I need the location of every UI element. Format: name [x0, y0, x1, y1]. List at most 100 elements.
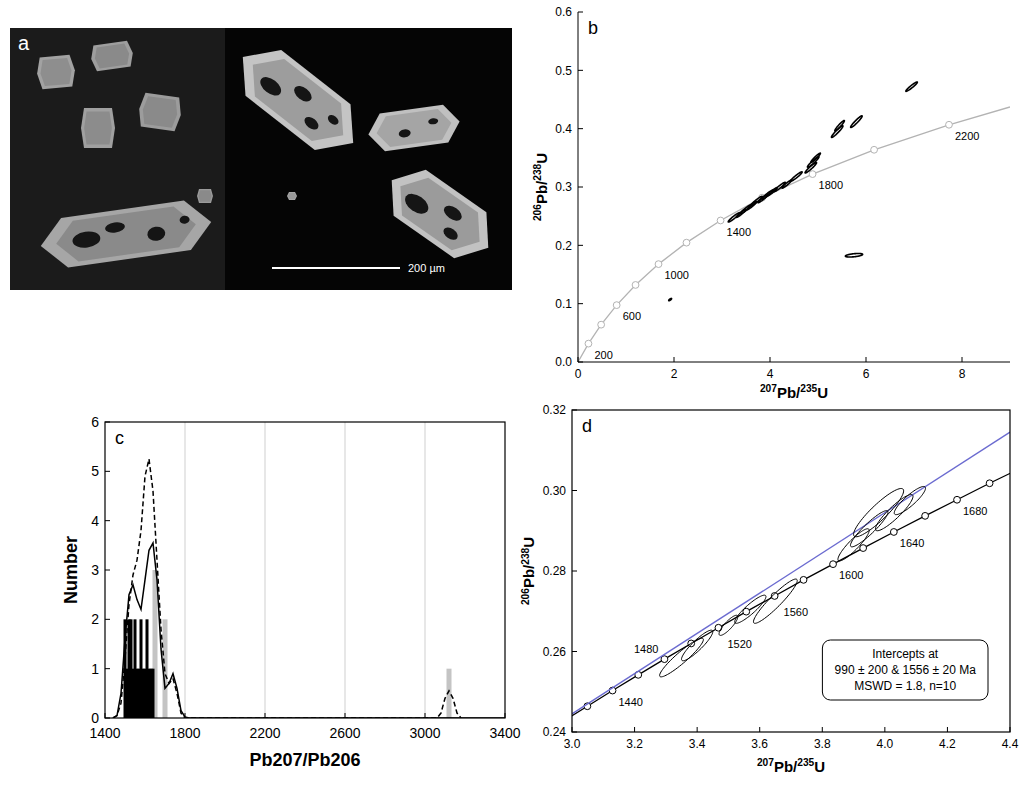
crystal [81, 108, 115, 148]
axis-title: Number [61, 536, 81, 604]
inclusion [302, 114, 321, 132]
age-label: 1480 [634, 643, 658, 655]
plot-area [572, 432, 1010, 725]
inclusion [398, 129, 411, 139]
text-part: Pb207/Pb206 [249, 750, 360, 770]
tick-label: 0.2 [555, 239, 572, 253]
crystal [37, 55, 75, 89]
image-background [10, 28, 225, 290]
curve [572, 432, 1010, 714]
tick-label: 8 [959, 367, 966, 381]
age-marker [954, 496, 961, 503]
tick-label: 2 [671, 367, 678, 381]
tick [345, 713, 346, 718]
age-marker [683, 239, 690, 246]
tick [884, 727, 885, 732]
crystal [91, 41, 133, 71]
scale-label: 200 µm [408, 262, 445, 274]
tick-label: 4.0 [877, 737, 894, 751]
text-part: Pb/ [774, 758, 798, 775]
inclusion [71, 230, 101, 250]
crystal-core [84, 112, 112, 145]
tick [578, 357, 579, 362]
tick-label: 4 [91, 513, 99, 529]
tick [578, 362, 583, 363]
crystal-core [41, 58, 72, 86]
tick [105, 713, 106, 718]
tick [759, 727, 760, 732]
curve [113, 459, 461, 718]
curve [578, 107, 1010, 362]
error-ellipse [735, 595, 766, 623]
age-marker [830, 561, 837, 568]
error-ellipse [845, 254, 862, 258]
tick-label: 0.0 [555, 355, 572, 369]
panel-b: 024680.00.10.20.30.40.50.6207Pb/235U206P… [532, 5, 1010, 401]
bar [153, 570, 158, 718]
age-label: 1600 [839, 569, 863, 581]
crystal [139, 93, 181, 131]
age-marker [871, 146, 878, 153]
tick [1010, 727, 1011, 732]
age-marker [890, 529, 897, 536]
text-part: Pb/ [520, 564, 537, 588]
tick [578, 245, 583, 246]
crystal-core [56, 207, 196, 262]
tick-label: 0.3 [555, 180, 572, 194]
zircon-image: 200 µm a [10, 28, 512, 290]
age-label: 2200 [955, 130, 979, 142]
tick [866, 357, 867, 362]
tick-label: 0.24 [543, 725, 567, 739]
error-ellipse [906, 82, 918, 91]
error-ellipse [851, 116, 863, 128]
tick-label: 0.1 [555, 297, 572, 311]
error-ellipse [835, 121, 845, 132]
age-marker [946, 121, 953, 128]
error-ellipse [894, 486, 925, 514]
inclusion [441, 203, 464, 224]
x-axis [578, 362, 1010, 363]
tick-label: 1400 [89, 725, 120, 741]
inclusion [146, 226, 166, 242]
tick-label: 4 [767, 367, 774, 381]
figure: 200 µma024680.00.10.20.30.40.50.6207Pb/2… [0, 0, 1022, 785]
tick [947, 727, 948, 732]
crystal-core [95, 44, 129, 69]
plot-frame [105, 422, 505, 718]
age-label: 1680 [963, 505, 987, 517]
tick [697, 727, 698, 732]
tick [572, 727, 573, 732]
text-part: Pb/ [777, 384, 801, 401]
tick [572, 651, 577, 652]
tick [578, 303, 583, 304]
age-label: 1440 [619, 696, 643, 708]
crystal-core [377, 109, 452, 147]
crystal [392, 170, 489, 258]
crystal [287, 192, 297, 200]
tick-label: 0.4 [555, 122, 572, 136]
panel-letter: a [18, 32, 30, 54]
plot-frame [572, 410, 1010, 732]
inclusion [401, 190, 431, 218]
crystal [197, 189, 213, 203]
text-part: 238 [520, 547, 531, 564]
tick [822, 727, 823, 732]
tick [578, 187, 583, 188]
inclusion [257, 73, 285, 99]
text-part: U [814, 758, 825, 775]
tick [674, 357, 675, 362]
age-marker [922, 512, 929, 519]
image-background [225, 28, 512, 290]
age-marker [655, 261, 662, 268]
tick [505, 713, 506, 718]
tick-label: 2 [91, 611, 99, 627]
age-label: 1800 [819, 179, 843, 191]
tick-label: 3.6 [751, 737, 768, 751]
annotation: 990 ± 200 & 1556 ± 20 Ma [835, 663, 977, 677]
age-marker [800, 576, 807, 583]
inclusion [291, 83, 314, 105]
tick [578, 70, 583, 71]
age-marker [986, 480, 993, 487]
age-marker [860, 545, 867, 552]
crystal-core [198, 190, 211, 201]
